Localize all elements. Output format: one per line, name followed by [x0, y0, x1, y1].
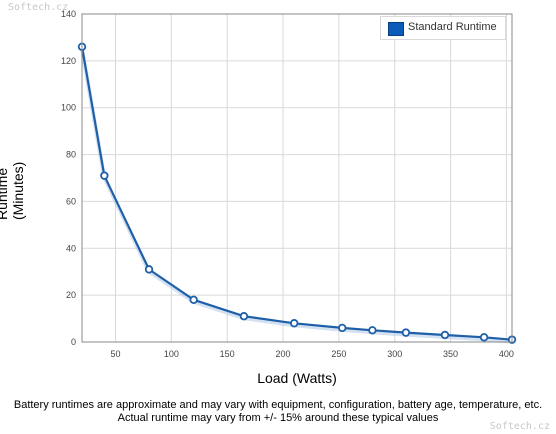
y-axis-title: Runtime (Minutes): [0, 161, 54, 220]
series-runtime: [77, 42, 517, 344]
disclaimer-line-2: Actual runtime may vary from +/- 15% aro…: [117, 412, 439, 424]
y-tick-label: 120: [61, 56, 76, 66]
data-point: [100, 171, 109, 180]
data-point: [368, 326, 377, 335]
y-tick-label: 40: [66, 243, 76, 253]
x-tick-label: 350: [443, 349, 458, 359]
x-tick-label: 300: [387, 349, 402, 359]
legend: Standard Runtime: [380, 16, 506, 40]
x-tick-label: 150: [220, 349, 235, 359]
watermark-bottom: Softech.cz: [489, 421, 550, 432]
y-tick-label: 20: [66, 290, 76, 300]
legend-label: Standard Runtime: [408, 21, 497, 33]
x-tick-label: 200: [276, 349, 291, 359]
plot-frame: [81, 13, 513, 343]
data-point: [144, 265, 154, 274]
legend-swatch: [388, 22, 404, 36]
data-point: [338, 323, 347, 333]
series-line: [80, 46, 513, 341]
y-tick-label: 80: [66, 150, 76, 160]
x-tick-label: 100: [164, 349, 179, 359]
data-point: [401, 328, 411, 337]
data-point: [290, 319, 299, 328]
y-axis-title-line2: (Minutes): [10, 161, 26, 220]
y-tick-label: 140: [61, 9, 76, 19]
data-point: [239, 312, 249, 321]
disclaimer-note: Battery runtimes are approximate and may…: [0, 399, 556, 425]
x-axis-title: Load (Watts): [257, 370, 337, 386]
axis-tick-labels: 50 100 150 200 250 300 350 400 0 20 40 60 80 100 120 14…: [61, 9, 514, 359]
x-tick-label: 50: [110, 349, 120, 359]
series-line-shadow: [80, 48, 513, 344]
data-point: [189, 295, 198, 305]
grid-lines: [82, 13, 512, 343]
disclaimer-line-1: Battery runtimes are approximate and may…: [13, 399, 543, 411]
data-point: [440, 330, 450, 340]
y-tick-label: 100: [61, 103, 76, 113]
x-tick-label: 400: [499, 349, 514, 359]
x-tick-label: 250: [331, 349, 346, 359]
watermark-top: Softech.cz: [8, 2, 69, 13]
y-tick-label: 60: [66, 196, 76, 206]
data-point: [479, 333, 489, 342]
y-axis-title-line1: Runtime: [0, 167, 10, 220]
y-tick-label: 0: [71, 337, 76, 347]
